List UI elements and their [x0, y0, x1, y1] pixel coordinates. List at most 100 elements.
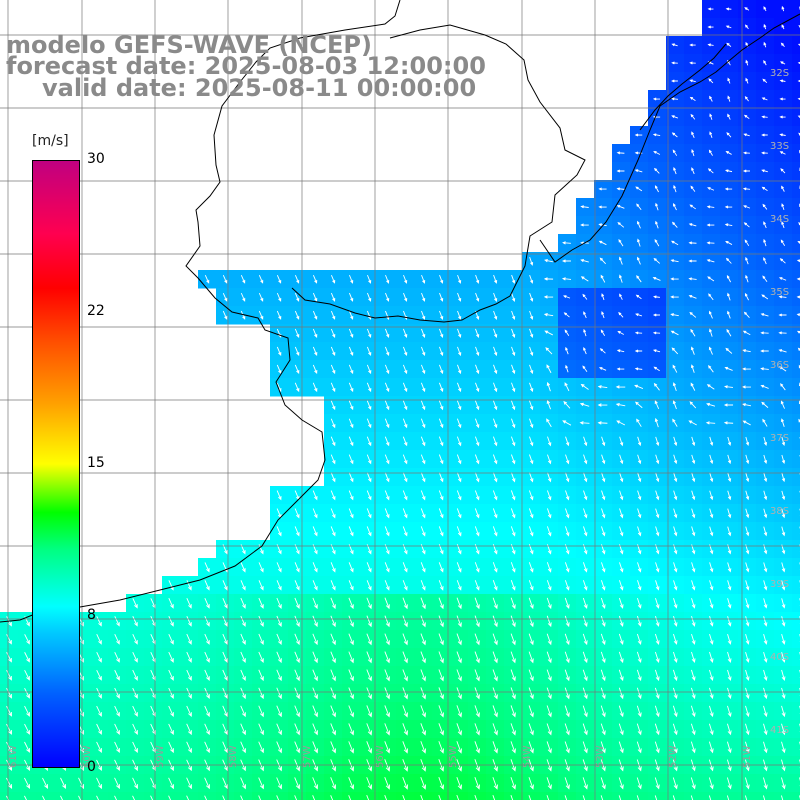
wind-arrow	[384, 597, 390, 610]
wind-arrow	[637, 562, 642, 573]
wind-arrow	[546, 633, 552, 646]
wind-arrow	[636, 651, 642, 664]
wind-arrow	[688, 420, 697, 426]
wind-arrow	[582, 580, 588, 591]
wind-arrow	[276, 669, 282, 682]
wind-arrow	[258, 597, 264, 609]
wind-arrow	[582, 795, 586, 800]
wind-arrow	[456, 562, 462, 573]
wind-arrow	[778, 277, 787, 281]
wind-arrow	[725, 151, 732, 155]
wind-arrow	[564, 615, 570, 628]
wind-speed-cell	[720, 792, 739, 800]
wind-arrow	[745, 274, 749, 283]
wind-speed-cell	[792, 522, 800, 541]
wind-arrow	[743, 114, 750, 119]
wind-arrow	[6, 634, 12, 645]
wind-arrow	[492, 723, 498, 736]
wind-arrow	[546, 562, 552, 573]
wind-arrow	[745, 508, 750, 519]
wind-arrow	[294, 597, 300, 610]
wind-arrow	[761, 133, 768, 137]
wind-arrow	[420, 669, 426, 682]
wind-arrow	[366, 526, 372, 537]
wind-arrow	[600, 723, 606, 736]
wind-arrow	[222, 633, 228, 645]
latitude-label: 32S	[770, 68, 789, 79]
wind-arrow	[493, 418, 498, 429]
wind-arrow	[690, 723, 696, 736]
wind-arrow	[420, 490, 426, 501]
wind-arrow	[690, 795, 694, 800]
wind-arrow	[637, 220, 641, 229]
wind-arrow	[331, 274, 336, 284]
wind-arrow	[745, 616, 750, 627]
wind-arrow	[689, 401, 697, 409]
wind-arrow	[492, 508, 498, 519]
wind-arrow	[24, 652, 30, 663]
wind-arrow	[474, 777, 481, 790]
wind-arrow	[528, 562, 534, 573]
wind-arrow	[438, 526, 444, 537]
wind-arrow	[634, 331, 643, 335]
wind-arrow	[276, 274, 282, 284]
wind-speed-cell	[792, 18, 800, 37]
wind-arrow	[689, 79, 696, 83]
wind-arrow	[654, 633, 660, 645]
wind-speed-cell	[54, 792, 73, 800]
wind-arrow	[330, 328, 336, 338]
wind-arrow	[654, 185, 659, 193]
wind-arrow	[745, 490, 750, 501]
wind-arrow	[598, 240, 607, 246]
wind-arrow	[276, 741, 282, 754]
wind-arrow	[384, 454, 390, 465]
wind-arrow	[294, 795, 298, 800]
wind-arrow	[636, 418, 642, 427]
wind-arrow	[420, 794, 424, 800]
wind-arrow	[366, 562, 372, 573]
wind-arrow	[402, 777, 409, 790]
wind-arrow	[294, 508, 300, 519]
wind-speed-cell	[792, 252, 800, 271]
wind-arrow	[673, 580, 678, 591]
wind-arrow	[456, 777, 463, 790]
wind-arrow	[781, 24, 785, 30]
wind-arrow	[312, 597, 318, 610]
wind-arrow	[204, 275, 210, 284]
wind-arrow	[745, 741, 750, 754]
wind-speed-cell	[468, 792, 487, 800]
wind-arrow	[781, 634, 786, 645]
wind-arrow	[745, 687, 750, 700]
wind-arrow	[761, 186, 768, 192]
wind-arrow	[384, 364, 390, 375]
wind-arrow	[474, 454, 480, 465]
wind-arrow	[330, 292, 336, 302]
wind-arrow	[708, 777, 714, 790]
wind-arrow	[709, 669, 714, 682]
wind-arrow	[168, 580, 174, 591]
wind-arrow	[186, 651, 192, 663]
wind-arrow	[492, 472, 498, 483]
wind-arrow	[330, 310, 336, 320]
wind-arrow	[763, 526, 768, 537]
wind-arrow	[114, 616, 120, 627]
wind-arrow	[348, 310, 354, 320]
wind-arrow	[598, 205, 607, 209]
wind-arrow	[438, 580, 444, 591]
wind-arrow	[691, 562, 696, 573]
wind-speed-cell	[792, 648, 800, 667]
wind-arrow	[312, 651, 318, 664]
wind-arrow	[475, 292, 480, 302]
wind-arrow	[168, 777, 174, 790]
wind-arrow	[546, 399, 551, 410]
wind-arrow	[510, 777, 516, 790]
wind-arrow	[543, 313, 554, 317]
wind-arrow	[204, 580, 210, 591]
wind-arrow	[688, 259, 697, 263]
wind-arrow	[294, 741, 300, 754]
wind-arrow	[384, 687, 390, 700]
wind-speed-cell	[792, 90, 800, 109]
wind-arrow	[618, 256, 623, 265]
wind-arrow	[186, 723, 192, 736]
wind-arrow	[763, 221, 767, 229]
